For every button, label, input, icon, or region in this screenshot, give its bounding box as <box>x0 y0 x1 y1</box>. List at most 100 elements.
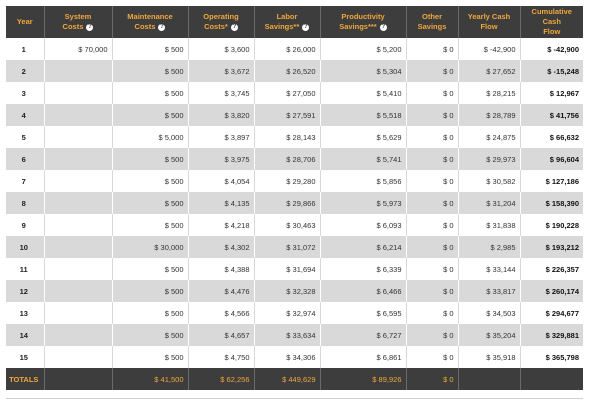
yearly-cash-flow-cell: $ 24,875 <box>457 126 520 148</box>
bottom-divider <box>6 398 583 399</box>
cumulative-cash-flow-cell: $ 158,390 <box>519 192 583 214</box>
other-savings-cell: $ 0 <box>405 214 458 236</box>
system-costs-cell <box>43 148 112 170</box>
cumulative-cash-flow-cell: $ 226,357 <box>519 258 583 280</box>
header-productivity-savings-line2: Savings*** <box>339 22 377 31</box>
operating-costs-cell: $ 3,975 <box>187 148 254 170</box>
labor-savings-cell: $ 34,306 <box>253 346 320 368</box>
maintenance-costs-cell: $ 500 <box>111 60 188 82</box>
productivity-savings-cell: $ 6,727 <box>319 324 406 346</box>
operating-costs-cell: $ 4,135 <box>187 192 254 214</box>
year-cell: 2 <box>6 60 44 82</box>
other-savings-cell: $ 0 <box>405 302 458 324</box>
cumulative-cash-flow-cell: $ -15,248 <box>519 60 583 82</box>
productivity-savings-cell: $ 6,595 <box>319 302 406 324</box>
header-system-costs-line2: Costs <box>62 22 84 31</box>
year-cell: 15 <box>6 346 44 368</box>
system-costs-cell <box>43 346 112 368</box>
header-labor-savings: Labor Savings** ? <box>253 6 320 38</box>
header-maintenance-costs: Maintenance Costs ? <box>111 6 188 38</box>
totals-yearly-cash-flow <box>457 368 520 390</box>
table-row: 7 $ 500 $ 4,054 $ 29,280 $ 5,856 $ 0 $ 30,582 $… <box>6 170 583 192</box>
operating-costs-cell: $ 4,054 <box>187 170 254 192</box>
header-yearly-cash-flow-line1: Yearly Cash <box>467 12 511 21</box>
labor-savings-cell: $ 28,706 <box>253 148 320 170</box>
yearly-cash-flow-cell: $ 28,215 <box>457 82 520 104</box>
labor-savings-cell: $ 28,143 <box>253 126 320 148</box>
productivity-savings-cell: $ 6,466 <box>319 280 406 302</box>
system-costs-cell: $ 70,000 <box>43 38 112 60</box>
productivity-savings-cell: $ 5,200 <box>319 38 406 60</box>
operating-costs-cell: $ 4,302 <box>187 236 254 258</box>
maintenance-costs-cell: $ 500 <box>111 302 188 324</box>
labor-savings-cell: $ 27,591 <box>253 104 320 126</box>
productivity-savings-cell: $ 5,741 <box>319 148 406 170</box>
yearly-cash-flow-cell: $ 2,985 <box>457 236 520 258</box>
system-costs-cell <box>43 236 112 258</box>
cumulative-cash-flow-cell: $ 127,186 <box>519 170 583 192</box>
yearly-cash-flow-cell: $ 34,503 <box>457 302 520 324</box>
header-other-savings-line2: Savings <box>417 22 447 31</box>
yearly-cash-flow-cell: $ 29,973 <box>457 148 520 170</box>
totals-system-costs <box>43 368 112 390</box>
header-operating-costs: Operating Costs* ? <box>187 6 254 38</box>
yearly-cash-flow-cell: $ 28,789 <box>457 104 520 126</box>
productivity-savings-cell: $ 6,214 <box>319 236 406 258</box>
system-costs-cell <box>43 280 112 302</box>
header-operating-costs-line1: Operating <box>203 12 239 21</box>
help-icon[interactable]: ? <box>158 23 166 31</box>
header-yearly-cash-flow-line2: Flow <box>480 22 498 31</box>
roi-table-container: Year System Costs ? Maintenance Costs ? … <box>6 6 583 390</box>
year-cell: 1 <box>6 38 44 60</box>
labor-savings-cell: $ 26,520 <box>253 60 320 82</box>
other-savings-cell: $ 0 <box>405 38 458 60</box>
table-footer: TOTALS $ 41,500 $ 62,256 $ 449,629 $ 89,… <box>6 368 583 390</box>
header-cumulative-cash-flow: Cumulative Cash Flow <box>519 6 583 38</box>
operating-costs-cell: $ 4,388 <box>187 258 254 280</box>
header-productivity-savings-line1: Productivity <box>341 12 385 21</box>
header-cumulative-cash-flow-line2: Flow <box>543 27 561 36</box>
year-cell: 9 <box>6 214 44 236</box>
yearly-cash-flow-cell: $ 33,817 <box>457 280 520 302</box>
help-icon[interactable]: ? <box>230 23 238 31</box>
system-costs-cell <box>43 324 112 346</box>
totals-other-savings: $ 0 <box>405 368 458 390</box>
yearly-cash-flow-cell: $ 35,918 <box>457 346 520 368</box>
system-costs-cell <box>43 302 112 324</box>
cumulative-cash-flow-cell: $ 190,228 <box>519 214 583 236</box>
year-cell: 7 <box>6 170 44 192</box>
header-yearly-cash-flow: Yearly Cash Flow <box>457 6 520 38</box>
cumulative-cash-flow-cell: $ 12,967 <box>519 82 583 104</box>
other-savings-cell: $ 0 <box>405 192 458 214</box>
year-cell: 5 <box>6 126 44 148</box>
productivity-savings-cell: $ 5,973 <box>319 192 406 214</box>
help-icon[interactable]: ? <box>302 23 310 31</box>
operating-costs-cell: $ 4,750 <box>187 346 254 368</box>
help-icon[interactable]: ? <box>86 23 94 31</box>
maintenance-costs-cell: $ 500 <box>111 82 188 104</box>
other-savings-cell: $ 0 <box>405 236 458 258</box>
cumulative-cash-flow-cell: $ 329,881 <box>519 324 583 346</box>
maintenance-costs-cell: $ 500 <box>111 214 188 236</box>
year-cell: 13 <box>6 302 44 324</box>
system-costs-cell <box>43 258 112 280</box>
table-row: 13 $ 500 $ 4,566 $ 32,974 $ 6,595 $ 0 $ 34,503… <box>6 302 583 324</box>
cumulative-cash-flow-cell: $ 66,632 <box>519 126 583 148</box>
cumulative-cash-flow-cell: $ -42,900 <box>519 38 583 60</box>
labor-savings-cell: $ 31,072 <box>253 236 320 258</box>
table-row: 6 $ 500 $ 3,975 $ 28,706 $ 5,741 $ 0 $ 29,973 $… <box>6 148 583 170</box>
operating-costs-cell: $ 3,745 <box>187 82 254 104</box>
system-costs-cell <box>43 82 112 104</box>
totals-operating-costs: $ 62,256 <box>187 368 254 390</box>
header-cumulative-cash-flow-line1: Cumulative Cash <box>531 7 572 26</box>
table-row: 12 $ 500 $ 4,476 $ 32,328 $ 6,466 $ 0 $ 33,817… <box>6 280 583 302</box>
yearly-cash-flow-cell: $ 33,144 <box>457 258 520 280</box>
help-icon[interactable]: ? <box>379 23 387 31</box>
totals-productivity-savings: $ 89,926 <box>319 368 406 390</box>
maintenance-costs-cell: $ 500 <box>111 104 188 126</box>
cumulative-cash-flow-cell: $ 260,174 <box>519 280 583 302</box>
operating-costs-cell: $ 4,566 <box>187 302 254 324</box>
year-cell: 11 <box>6 258 44 280</box>
header-system-costs-line1: System <box>64 12 92 21</box>
table-row: 3 $ 500 $ 3,745 $ 27,050 $ 5,410 $ 0 $ 28,215 $… <box>6 82 583 104</box>
